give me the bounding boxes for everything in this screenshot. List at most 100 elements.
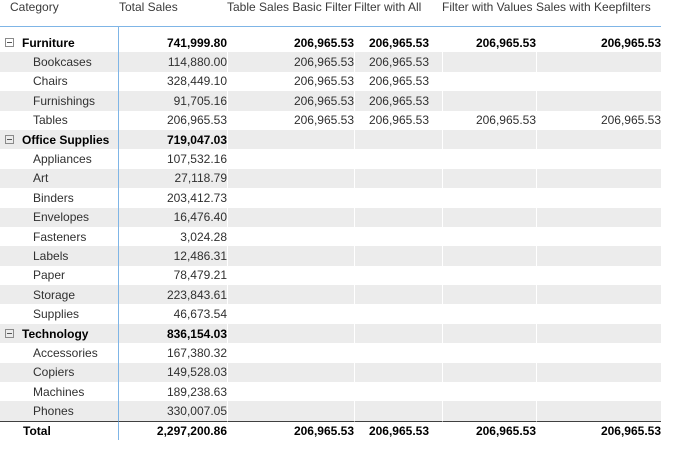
value-cell[interactable] xyxy=(536,188,661,208)
value-cell[interactable] xyxy=(227,129,354,150)
row-header-cell[interactable]: Art xyxy=(0,168,119,189)
value-cell[interactable] xyxy=(227,168,354,189)
column-header-sales-with-keepfilters[interactable]: Sales with Keepfilters xyxy=(536,0,661,27)
value-cell[interactable]: 836,154.03 xyxy=(119,323,227,344)
value-cell[interactable] xyxy=(536,323,661,344)
value-cell[interactable] xyxy=(227,285,354,305)
value-cell[interactable]: 206,965.53 xyxy=(442,420,536,441)
value-cell[interactable]: 206,965.53 xyxy=(536,420,661,441)
value-cell[interactable]: 206,965.53 xyxy=(354,110,442,130)
value-cell[interactable] xyxy=(536,149,661,169)
value-cell[interactable] xyxy=(442,188,536,208)
value-cell[interactable] xyxy=(354,362,442,383)
value-cell[interactable]: 2,297,200.86 xyxy=(119,420,227,440)
value-cell[interactable] xyxy=(354,265,442,286)
collapse-icon[interactable] xyxy=(5,135,14,145)
value-cell[interactable]: 206,965.53 xyxy=(442,110,536,130)
value-cell[interactable]: 741,999.80 xyxy=(166,35,227,50)
value-cell[interactable]: 46,673.54 xyxy=(173,307,227,322)
value-cell[interactable]: 3,024.28 xyxy=(180,229,227,244)
value-cell[interactable] xyxy=(354,343,442,363)
value-cell[interactable] xyxy=(227,343,354,363)
value-cell[interactable]: 206,965.53 xyxy=(166,113,227,128)
value-cell[interactable] xyxy=(354,382,442,402)
value-cell[interactable]: 328,449.10 xyxy=(166,74,227,89)
value-cell[interactable] xyxy=(536,168,661,189)
value-cell[interactable] xyxy=(536,362,661,383)
value-cell[interactable] xyxy=(536,52,661,72)
value-cell[interactable] xyxy=(354,226,442,247)
value-cell[interactable] xyxy=(442,149,536,169)
row-header-cell[interactable]: Phones xyxy=(0,401,119,421)
value-cell[interactable]: 330,007.05 xyxy=(119,401,227,421)
value-cell[interactable]: 206,965.53 xyxy=(354,33,442,53)
value-cell[interactable] xyxy=(442,382,536,402)
value-cell[interactable]: 206,965.53 xyxy=(354,52,442,72)
column-header-table-sales-basic-filter[interactable]: Table Sales Basic Filter xyxy=(227,0,354,27)
row-header-cell[interactable]: Bookcases xyxy=(0,52,119,72)
value-cell[interactable] xyxy=(536,91,661,111)
value-cell[interactable] xyxy=(354,304,442,324)
value-cell[interactable]: 719,047.03 xyxy=(119,129,227,150)
value-cell[interactable]: 206,965.53 xyxy=(227,91,354,111)
row-header-cell[interactable]: Copiers xyxy=(0,362,119,383)
value-cell[interactable] xyxy=(536,71,661,92)
value-cell[interactable]: 91,705.16 xyxy=(119,91,227,111)
value-cell[interactable] xyxy=(227,304,354,324)
value-cell[interactable]: 27,118.79 xyxy=(119,168,227,189)
value-cell[interactable]: 167,380.32 xyxy=(166,345,227,360)
value-cell[interactable]: 107,532.16 xyxy=(166,152,227,167)
value-cell[interactable] xyxy=(354,246,442,266)
value-cell[interactable]: 78,479.21 xyxy=(173,268,227,283)
value-cell[interactable]: 206,965.53 xyxy=(354,71,442,92)
value-cell[interactable]: 203,412.73 xyxy=(166,190,227,205)
value-cell[interactable] xyxy=(536,129,661,150)
value-cell[interactable]: 16,476.40 xyxy=(119,207,227,227)
row-header-cell[interactable]: Binders xyxy=(0,188,119,208)
row-header-cell[interactable]: Tables xyxy=(0,110,119,130)
row-header-cell[interactable]: Furniture xyxy=(0,33,119,53)
value-cell[interactable] xyxy=(442,207,536,227)
collapse-icon[interactable] xyxy=(5,329,14,339)
column-header-total-sales[interactable]: Total Sales xyxy=(119,0,227,27)
value-cell[interactable] xyxy=(536,265,661,286)
row-header-cell[interactable]: Fasteners xyxy=(0,226,119,247)
row-header-cell[interactable]: Paper xyxy=(0,265,119,286)
row-header-cell[interactable]: Storage xyxy=(0,285,119,305)
value-cell[interactable] xyxy=(442,323,536,344)
value-cell[interactable] xyxy=(442,129,536,150)
row-header-cell[interactable]: Machines xyxy=(0,382,119,402)
value-cell[interactable] xyxy=(227,382,354,402)
value-cell[interactable]: 223,843.61 xyxy=(119,285,227,305)
row-header-cell[interactable]: Technology xyxy=(0,323,119,344)
value-cell[interactable] xyxy=(354,285,442,305)
value-cell[interactable] xyxy=(227,401,354,421)
value-cell[interactable]: 206,965.53 xyxy=(536,33,661,53)
value-cell[interactable]: 114,880.00 xyxy=(119,52,227,72)
value-cell[interactable] xyxy=(442,91,536,111)
value-cell[interactable] xyxy=(227,265,354,286)
value-cell[interactable]: 206,965.53 xyxy=(227,110,354,130)
value-cell[interactable]: 149,528.03 xyxy=(119,362,227,383)
value-cell[interactable] xyxy=(442,285,536,305)
value-cell[interactable] xyxy=(354,401,442,421)
column-header-filter-with-all[interactable]: Filter with All xyxy=(354,0,442,27)
row-header-cell[interactable]: Chairs xyxy=(0,71,119,92)
value-cell[interactable]: 12,486.31 xyxy=(119,246,227,266)
value-cell[interactable]: 206,965.53 xyxy=(227,52,354,72)
value-cell[interactable] xyxy=(442,304,536,324)
value-cell[interactable] xyxy=(536,226,661,247)
value-cell[interactable] xyxy=(227,226,354,247)
value-cell[interactable]: 206,965.53 xyxy=(227,420,354,441)
row-header-cell[interactable]: Accessories xyxy=(0,343,119,363)
row-header-cell[interactable]: Furnishings xyxy=(0,91,119,111)
value-cell[interactable]: 206,965.53 xyxy=(536,110,661,130)
value-cell[interactable] xyxy=(442,343,536,363)
row-header-cell[interactable]: Supplies xyxy=(0,304,119,324)
value-cell[interactable] xyxy=(442,52,536,72)
row-header-cell[interactable]: Envelopes xyxy=(0,207,119,227)
value-cell[interactable] xyxy=(536,401,661,421)
value-cell[interactable]: 206,965.53 xyxy=(354,420,442,441)
row-header-cell[interactable]: Appliances xyxy=(0,149,119,169)
value-cell[interactable] xyxy=(227,362,354,383)
